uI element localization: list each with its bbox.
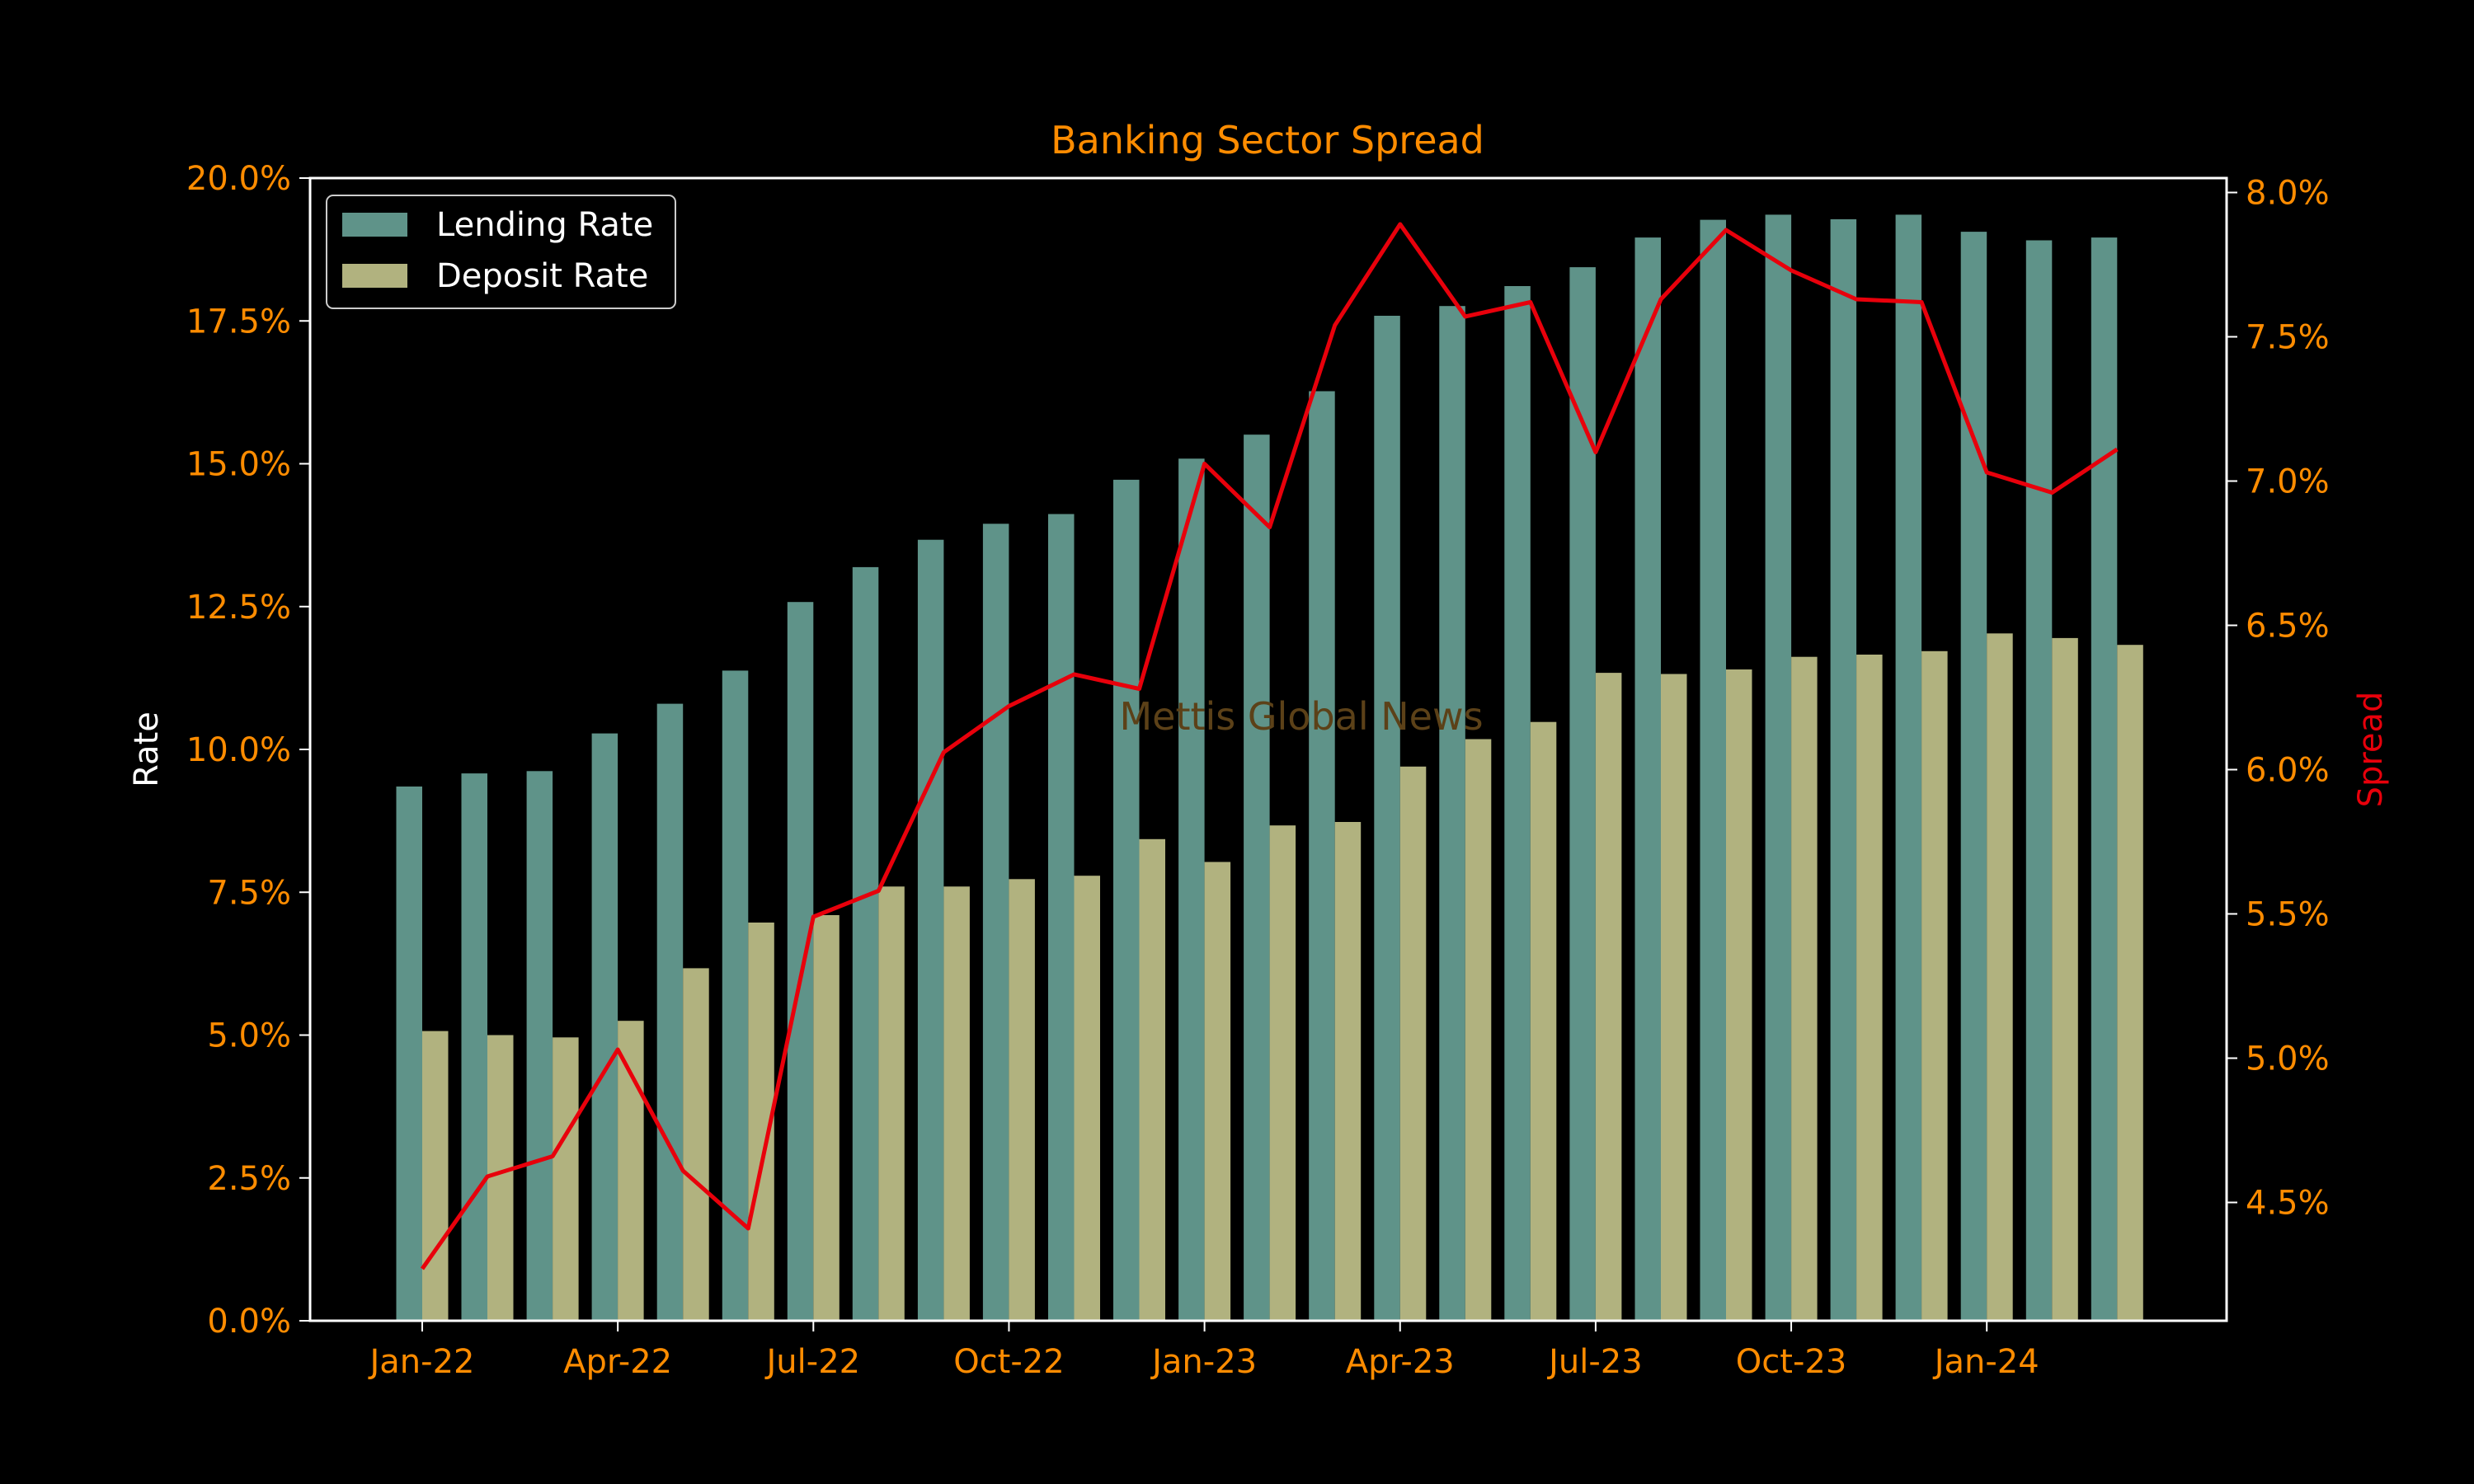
lending-rate-bar-Jun-22 — [722, 670, 749, 1321]
deposit-rate-bar-Nov-23 — [1856, 655, 1883, 1321]
deposit-rate-bar-May-23 — [1465, 739, 1492, 1321]
lending-rate-bar-Oct-22 — [982, 524, 1009, 1321]
deposit-rate-bar-Aug-22 — [878, 886, 905, 1321]
x-tick-label-Jul-23: Jul-23 — [1546, 1343, 1643, 1381]
deposit-rate-bar-Sep-23 — [1726, 669, 1752, 1321]
lending-rate-bar-Mar-24 — [2091, 237, 2118, 1322]
y2-tick-label-3: 6.0% — [2246, 752, 2330, 790]
lending-rate-bar-Oct-23 — [1765, 214, 1792, 1321]
x-tick-label-Oct-22: Oct-22 — [953, 1343, 1065, 1381]
deposit-rate-bar-Dec-22 — [1139, 838, 1165, 1321]
lending-rate-bar-Nov-22 — [1048, 514, 1075, 1321]
lending-rate-bar-Jan-24 — [1960, 232, 1987, 1322]
y-tick-label-0: 0.0% — [207, 1303, 291, 1341]
lending-rate-bar-Mar-23 — [1309, 391, 1335, 1321]
deposit-rate-bar-Feb-24 — [2052, 637, 2078, 1321]
y-tick-label-2: 5.0% — [207, 1017, 291, 1055]
deposit-rate-bar-Jan-23 — [1204, 862, 1231, 1321]
spread-layer — [420, 222, 2119, 1270]
y2-tick-label-6: 7.5% — [2246, 319, 2330, 357]
lending-rate-bar-Feb-24 — [2025, 240, 2053, 1321]
deposit-rate-bar-Jan-22 — [422, 1031, 449, 1321]
deposit-rate-bar-Nov-22 — [1074, 876, 1100, 1321]
y2-tick-label-5: 7.0% — [2246, 463, 2330, 501]
lending-rate-bar-Jun-23 — [1504, 286, 1531, 1321]
y2-tick-label-2: 5.5% — [2246, 896, 2330, 934]
deposit-rate-bar-Oct-22 — [1009, 879, 1035, 1321]
lending-rate-bar-Apr-22 — [591, 733, 618, 1321]
x-tick-label-Apr-22: Apr-22 — [563, 1343, 672, 1381]
deposit-rate-bar-Jan-24 — [1987, 633, 2013, 1321]
deposit-rate-bar-Feb-23 — [1269, 825, 1296, 1321]
x-tick-label-Jan-23: Jan-23 — [1150, 1343, 1257, 1381]
y2-axis-label: Spread — [2352, 692, 2390, 808]
y-tick-label-5: 12.5% — [186, 589, 291, 627]
bars — [396, 214, 2143, 1322]
deposit-rate-bar-Mar-24 — [2117, 645, 2143, 1321]
y2-tick-label-1: 5.0% — [2246, 1040, 2330, 1078]
watermark: Mettis Global News — [1119, 694, 1483, 739]
x-tick-label-Jul-22: Jul-22 — [764, 1343, 861, 1381]
y-tick-label-3: 7.5% — [207, 874, 291, 912]
lending-rate-bar-Jan-22 — [396, 787, 422, 1321]
deposit-rate-bar-Apr-22 — [618, 1021, 644, 1321]
y-axis-label: Rate — [128, 711, 166, 787]
x-tick-label-Jan-22: Jan-22 — [368, 1343, 475, 1381]
legend-box — [326, 195, 676, 309]
legend: Lending Rate Deposit Rate — [326, 195, 676, 309]
deposit-rate-bar-Mar-22 — [553, 1037, 579, 1321]
spread-line — [420, 222, 2119, 1270]
lending-rate-bar-May-22 — [656, 703, 684, 1321]
lending-rate-bar-Dec-23 — [1895, 214, 1922, 1321]
lending-rate-bar-Feb-23 — [1244, 434, 1270, 1322]
lending-rate-bar-Jul-22 — [787, 602, 814, 1321]
deposit-rate-bar-Feb-22 — [487, 1035, 514, 1321]
x-axis: Jan-22 Apr-22 Jul-22 Oct-22 Jan-23 Apr-23 Jul-… — [368, 1321, 2039, 1381]
deposit-rate-bar-Dec-23 — [1921, 650, 1948, 1321]
legend-swatch-deposit — [342, 264, 407, 288]
x-tick-label-Apr-23: Apr-23 — [1346, 1343, 1455, 1381]
legend-label-deposit: Deposit Rate — [436, 257, 648, 295]
y-axis-left: 0.0% 2.5% 5.0% 7.5% 10.0% 12.5% 15.0% 17.5% 20.0… — [186, 160, 310, 1341]
deposit-rate-bar-Sep-22 — [943, 886, 970, 1321]
y-tick-label-6: 15.0% — [186, 446, 291, 484]
deposit-rate-bar-Jul-23 — [1595, 673, 1622, 1321]
y2-tick-label-0: 4.5% — [2246, 1185, 2330, 1223]
legend-swatch-lending — [342, 213, 407, 237]
lending-rate-bar-Aug-23 — [1634, 237, 1661, 1322]
x-tick-label-Oct-23: Oct-23 — [1736, 1343, 1847, 1381]
lending-rate-bar-Mar-22 — [526, 771, 553, 1321]
lending-rate-bar-May-23 — [1439, 306, 1465, 1322]
chart-title: Banking Sector Spread — [1051, 118, 1484, 162]
lending-rate-bar-Jan-23 — [1178, 458, 1205, 1321]
deposit-rate-bar-May-22 — [683, 968, 709, 1321]
y-tick-label-7: 17.5% — [186, 303, 291, 340]
lending-rate-bar-Apr-23 — [1374, 316, 1400, 1321]
y-tick-label-8: 20.0% — [186, 160, 291, 198]
legend-label-lending: Lending Rate — [436, 206, 653, 244]
y-axis-right: 4.5% 5.0% 5.5% 6.0% 6.5% 7.0% 7.5% 8.0% — [2227, 175, 2330, 1223]
lending-rate-bar-Sep-23 — [1700, 219, 1726, 1322]
deposit-rate-bar-Mar-23 — [1334, 822, 1362, 1321]
y-tick-label-4: 10.0% — [186, 731, 291, 769]
lending-rate-bar-Nov-23 — [1830, 218, 1857, 1321]
deposit-rate-bar-Aug-23 — [1661, 674, 1687, 1321]
deposit-rate-bar-Apr-23 — [1399, 766, 1427, 1321]
lending-rate-bar-Sep-22 — [917, 539, 944, 1321]
deposit-rate-bar-Jul-22 — [813, 915, 840, 1321]
y-tick-label-1: 2.5% — [207, 1160, 291, 1198]
deposit-rate-bar-Jun-23 — [1530, 721, 1557, 1321]
y2-tick-label-7: 8.0% — [2246, 175, 2330, 213]
lending-rate-bar-Aug-22 — [852, 566, 879, 1321]
y2-tick-label-4: 6.5% — [2246, 608, 2330, 646]
x-tick-label-Jan-24: Jan-24 — [1932, 1343, 2039, 1381]
deposit-rate-bar-Oct-23 — [1791, 656, 1818, 1321]
lending-rate-bar-Feb-22 — [461, 773, 487, 1321]
lending-rate-bar-Dec-22 — [1113, 479, 1140, 1321]
